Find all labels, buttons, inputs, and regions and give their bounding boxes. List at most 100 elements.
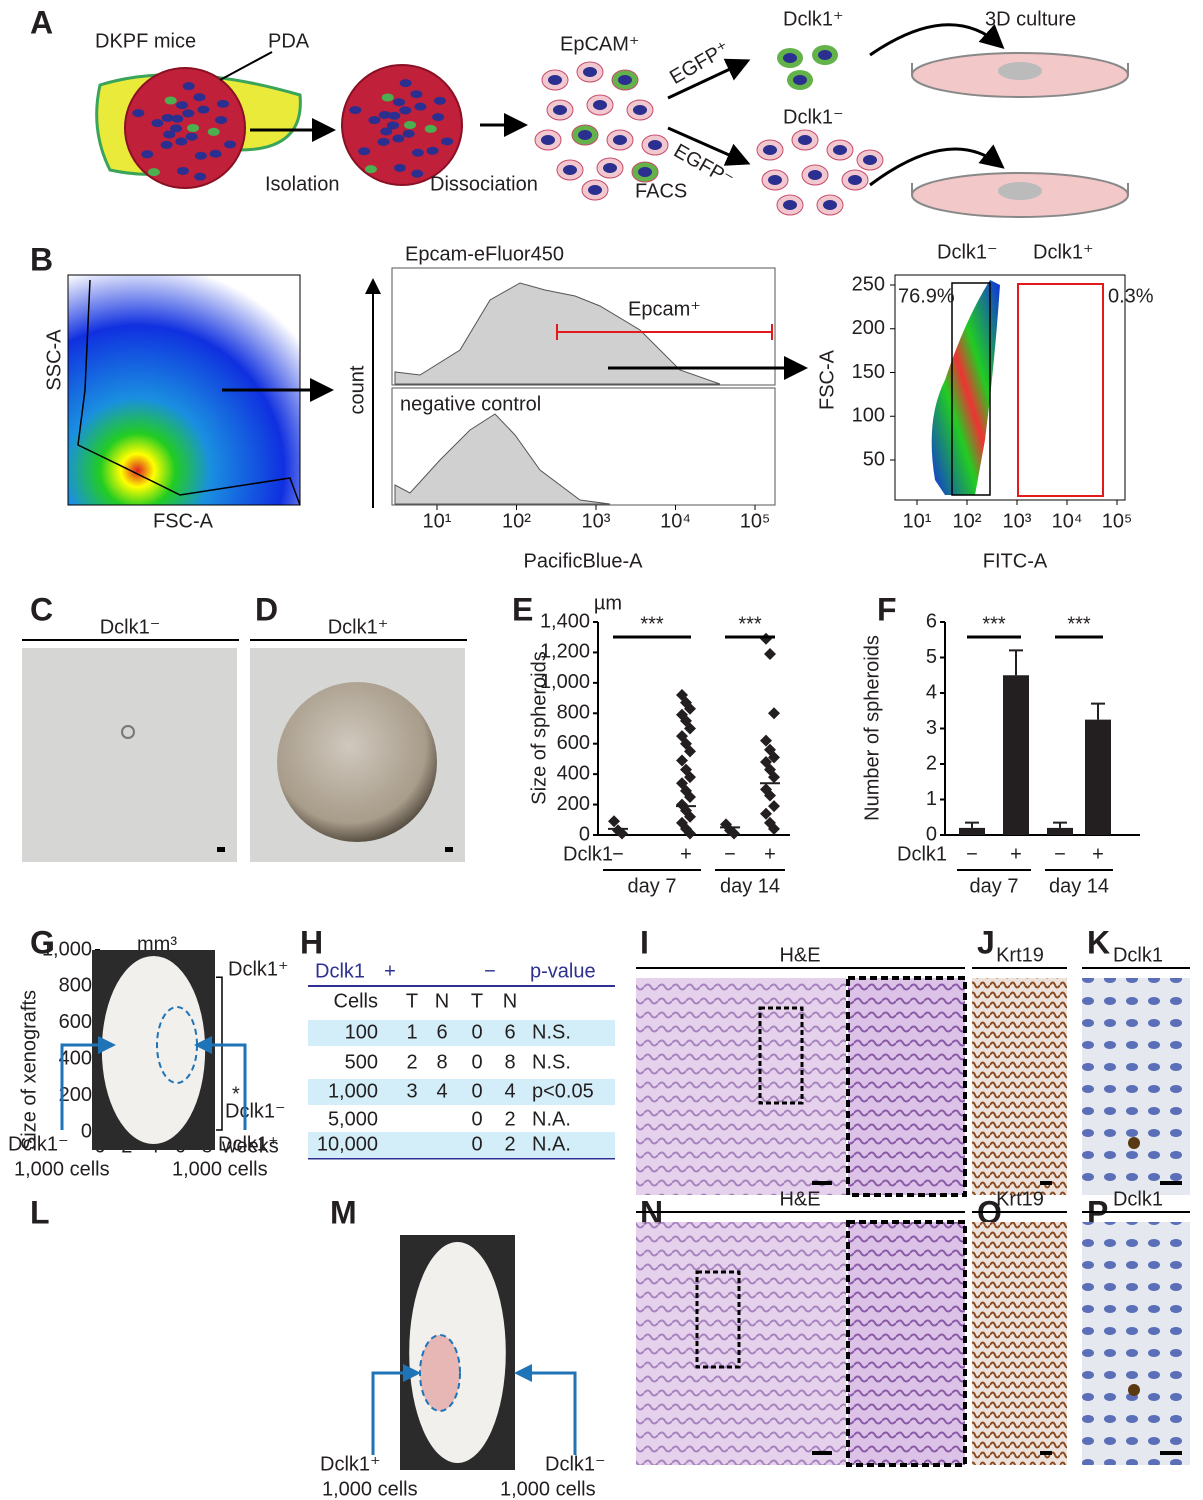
- label: Dclk1⁻: [783, 106, 844, 128]
- x-tick-label: −: [966, 843, 978, 865]
- tumor-cell: [358, 147, 371, 156]
- micrograph: [972, 978, 1067, 1195]
- tumor-cell: [414, 102, 427, 111]
- hist-frame: [391, 387, 776, 506]
- leader: [219, 51, 273, 81]
- tumor-cell: [364, 165, 377, 174]
- sig-bracket: [216, 976, 223, 1131]
- axis-label: count: [346, 365, 368, 414]
- tumor-cell: [151, 119, 164, 128]
- label: Epcam⁺: [628, 298, 701, 320]
- table-header: Dclk1: [315, 960, 365, 982]
- micrograph: [972, 1222, 1067, 1465]
- tumor-cell: [433, 96, 446, 105]
- tumor-cell: [147, 168, 160, 177]
- data-point: [760, 807, 772, 820]
- arrow: [194, 1036, 247, 1130]
- x-tick-label: 10³: [582, 510, 611, 532]
- y-tick-label: 250: [852, 273, 885, 295]
- label: 1,000 cells: [172, 1158, 268, 1180]
- row-band: [308, 1020, 615, 1046]
- tumor-cell: [194, 151, 207, 160]
- significance: ***: [640, 613, 664, 635]
- table-subheader: Cells: [334, 990, 378, 1012]
- panel-letter: J: [977, 924, 995, 960]
- data-point: [684, 771, 696, 784]
- nucleus: [618, 75, 632, 85]
- nucleus: [833, 145, 847, 155]
- x-tick-label: 10⁴: [1052, 510, 1083, 532]
- data-point: [684, 702, 696, 715]
- table-cell: 0: [471, 1108, 482, 1130]
- label: FACS: [635, 180, 687, 202]
- injection-site: [419, 1334, 461, 1412]
- cell: [121, 725, 135, 739]
- x-tick-label: 10⁴: [660, 510, 691, 532]
- legend-label: Dclk1⁻: [225, 1100, 286, 1122]
- panel-letter: M: [330, 1194, 357, 1230]
- panel-title: H&E: [779, 1188, 820, 1210]
- y-tick-label: 6: [926, 610, 937, 632]
- arrow: [667, 58, 751, 100]
- nucleus: [553, 105, 567, 115]
- nucleus: [548, 75, 562, 85]
- tumor-cell: [377, 137, 390, 146]
- table-cell: 0: [471, 1133, 482, 1155]
- table-cell: 10,000: [317, 1133, 378, 1155]
- zoom-frame: [846, 976, 967, 1197]
- tumor-cell: [349, 106, 362, 115]
- error-bar: [1091, 702, 1105, 720]
- significance: ***: [1067, 613, 1091, 635]
- axis-label: FITC-A: [983, 550, 1048, 572]
- x-tick-label: −: [612, 843, 624, 865]
- y-tick-label: 400: [557, 762, 590, 784]
- tumor-cell: [164, 96, 177, 105]
- row-band: [308, 1132, 615, 1158]
- table-subheader: N: [503, 990, 517, 1012]
- data-point: [728, 827, 740, 840]
- y-tick-label: 600: [557, 732, 590, 754]
- nucleus: [798, 135, 812, 145]
- table-cell: 6: [436, 1021, 447, 1043]
- y-tick-label: 4: [926, 681, 937, 703]
- error-bar: [1053, 821, 1067, 828]
- data-point: [684, 810, 696, 823]
- tumor-cell: [160, 140, 173, 149]
- tumor-cell: [392, 134, 405, 143]
- label: 1,000 cells: [14, 1158, 110, 1180]
- data-point: [768, 800, 780, 813]
- nucleus: [793, 75, 807, 85]
- panel-title: H&E: [779, 944, 820, 966]
- tumor-cell: [381, 93, 394, 102]
- data-point: [760, 734, 772, 747]
- table-cell: N.A.: [532, 1133, 571, 1155]
- panel-title: Krt19: [996, 944, 1044, 966]
- hist-frame: [391, 267, 776, 386]
- table-cell: 6: [504, 1021, 515, 1043]
- label: Dclk1⁺: [783, 8, 844, 30]
- label: Dclk1⁺: [1033, 241, 1094, 263]
- table-cell: p<0.05: [532, 1080, 594, 1102]
- label: Epcam-eFluor450: [405, 243, 564, 265]
- x-tick-label: 10²: [953, 510, 982, 532]
- tumor-cell: [393, 163, 406, 172]
- x-tick-label: −: [724, 843, 736, 865]
- tumor-cell: [170, 124, 183, 133]
- tumor-cell: [224, 140, 237, 149]
- scale-bar: [1160, 1181, 1182, 1185]
- arrow: [60, 1036, 116, 1130]
- y-tick-label: 1,000: [540, 671, 590, 693]
- nucleus: [823, 200, 837, 210]
- y-tick-label: 50: [863, 448, 885, 470]
- y-tick-label: 1,200: [540, 641, 590, 663]
- table-cell: N.S.: [532, 1021, 571, 1043]
- group-label: day 7: [628, 875, 677, 897]
- table-cell: 0: [471, 1021, 482, 1043]
- row-band: [308, 1079, 615, 1105]
- tumor-cell: [197, 105, 210, 114]
- scale-bar: [812, 1451, 832, 1455]
- label: Isolation: [265, 173, 340, 195]
- zoom-box: [758, 1006, 804, 1105]
- nucleus: [603, 163, 617, 173]
- arrow: [869, 144, 1005, 187]
